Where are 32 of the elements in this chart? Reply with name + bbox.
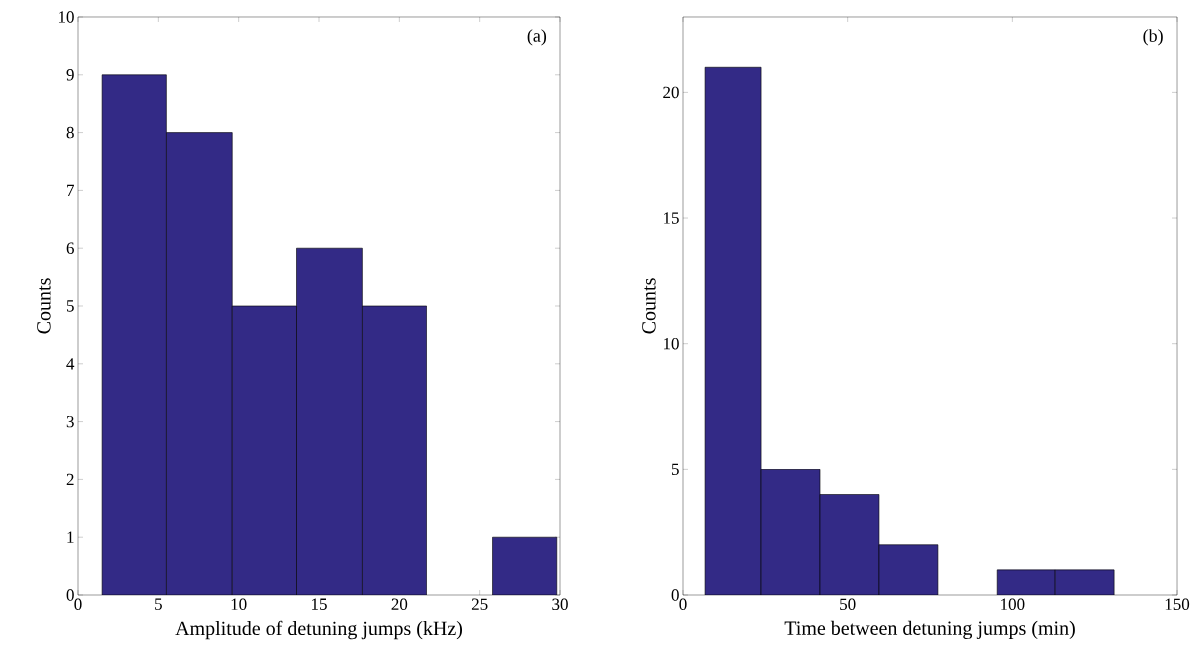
x-tick-label: 5 bbox=[155, 598, 162, 610]
y-tick-label: 20 bbox=[663, 86, 679, 99]
x-tick-label: 15 bbox=[312, 598, 327, 610]
annotation: (b) bbox=[1143, 29, 1163, 46]
x-tick-label: 0 bbox=[679, 598, 687, 610]
y-tick-label: 5 bbox=[66, 300, 74, 312]
x-tick-label: 25 bbox=[471, 598, 488, 610]
y-tick-label: 10 bbox=[58, 11, 74, 23]
x-tick-label: 10 bbox=[231, 598, 247, 610]
x-tick-label: 150 bbox=[1165, 598, 1190, 610]
y-tick-label: 6 bbox=[66, 242, 74, 254]
y-tick-label: 1 bbox=[67, 531, 74, 543]
x-tick-label: 30 bbox=[552, 598, 568, 610]
y-tick-label: 4 bbox=[66, 358, 75, 370]
y-tick-label: 8 bbox=[66, 126, 74, 139]
y-tick-label: 3 bbox=[66, 415, 74, 428]
y-tick-label: 0 bbox=[671, 589, 679, 601]
y-tick-label: 9 bbox=[66, 69, 74, 81]
x-tick-label: 20 bbox=[391, 598, 408, 610]
y-tick-label: 2 bbox=[66, 473, 74, 486]
y-tick-label: 15 bbox=[663, 212, 679, 224]
x-axis-title: Time between detuning jumps (min) bbox=[784, 620, 1075, 640]
y-axis-title: Counts bbox=[37, 278, 51, 334]
y-tick-label: 0 bbox=[66, 589, 74, 601]
x-tick-label: 100 bbox=[1001, 598, 1025, 610]
annotation: (a) bbox=[527, 29, 547, 46]
x-tick-label: 50 bbox=[840, 598, 856, 610]
y-tick-label: 7 bbox=[67, 184, 74, 196]
x-axis-title: Amplitude of detuning jumps (kHz) bbox=[175, 620, 463, 640]
y-axis-title: Counts bbox=[642, 278, 656, 334]
y-tick-label: 10 bbox=[663, 337, 679, 350]
y-tick-label: 5 bbox=[671, 463, 679, 475]
